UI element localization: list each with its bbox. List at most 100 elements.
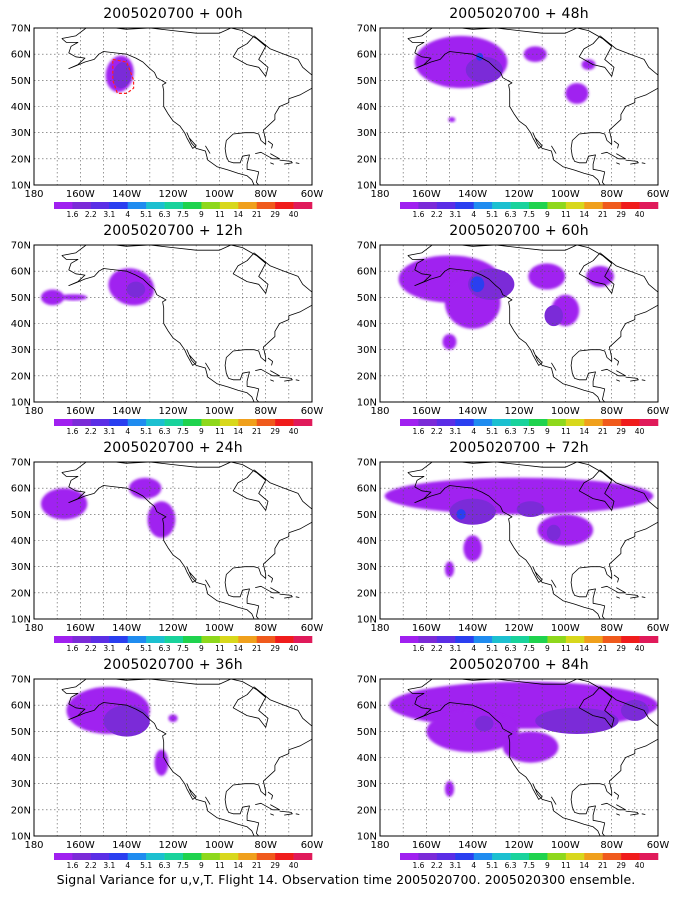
colorbar-swatch <box>256 419 276 426</box>
colorbar-label: 5.1 <box>140 427 152 435</box>
colorbar-swatch <box>529 419 548 426</box>
colorbar-swatch <box>602 419 622 426</box>
colorbar-swatch <box>492 853 511 860</box>
panel-title: 2005020700 + 36h <box>103 657 243 673</box>
lat-tick-label: 20N <box>357 805 377 816</box>
lat-tick-label: 50N <box>11 293 31 304</box>
colorbar-label: 9 <box>199 427 204 435</box>
colorbar-label: 11 <box>561 210 571 218</box>
lon-tick-label: 120W <box>159 406 188 417</box>
lon-tick-label: 160W <box>66 406 95 417</box>
colorbar-label: 4 <box>471 427 476 435</box>
lat-tick-label: 10N <box>357 181 377 192</box>
lon-tick-label: 140W <box>458 623 487 634</box>
colorbar-label: 14 <box>580 210 590 218</box>
colorbar-label: 5.1 <box>140 861 152 869</box>
colorbar-swatch <box>238 853 258 860</box>
colorbar-label: 2.2 <box>431 427 443 435</box>
colorbar-label: 3.1 <box>449 427 461 435</box>
colorbar: 1.6 2.2 3.1 4 5.1 6.3 7.5 9 11 14 21 29 40 <box>54 636 313 652</box>
lon-tick-label: 80W <box>600 840 623 851</box>
colorbar-label: 5.1 <box>140 210 152 218</box>
lon-tick-label: 80W <box>600 623 623 634</box>
variance-shading <box>154 749 169 776</box>
coastline <box>407 679 658 836</box>
colorbar-label: 1.6 <box>66 210 78 218</box>
lon-tick-label: 80W <box>254 406 277 417</box>
lon-tick-label: 100W <box>551 189 580 200</box>
colorbar-label: 1.6 <box>412 210 424 218</box>
colorbar-swatch <box>418 853 438 860</box>
lat-tick-label: 60N <box>357 484 377 495</box>
variance-shading <box>168 714 178 723</box>
colorbar-swatch <box>201 636 221 643</box>
lon-tick-label: 140W <box>458 189 487 200</box>
variance-shading <box>502 731 559 763</box>
lon-tick-label: 160W <box>66 189 95 200</box>
coastline <box>407 462 658 619</box>
colorbar-swatch <box>256 853 276 860</box>
colorbar-label: 29 <box>616 427 626 435</box>
colorbar-label: 2.2 <box>85 861 97 869</box>
lat-tick-label: 50N <box>357 727 377 738</box>
lat-tick-label: 10N <box>11 832 31 843</box>
colorbar-swatch <box>72 853 92 860</box>
lat-tick-label: 10N <box>11 181 31 192</box>
map-frame <box>33 27 313 186</box>
variance-shading <box>444 561 455 578</box>
lon-tick-label: 160W <box>412 623 441 634</box>
colorbar-swatch <box>455 853 475 860</box>
colorbar-swatch <box>54 636 73 643</box>
colorbar-label: 40 <box>635 644 645 652</box>
colorbar-swatch <box>473 853 493 860</box>
lon-tick-label: 120W <box>159 840 188 851</box>
colorbar-label: 14 <box>580 644 590 652</box>
map-frame <box>379 27 659 186</box>
panel-title: 2005020700 + 60h <box>449 223 589 239</box>
lon-tick-label: 180 <box>370 406 389 417</box>
lat-tick-label: 70N <box>11 24 31 35</box>
colorbar-swatch <box>602 636 622 643</box>
variance-shading <box>103 705 150 737</box>
colorbar-swatch <box>146 636 165 643</box>
lat-tick-label: 30N <box>11 562 31 573</box>
colorbar-swatch <box>621 419 640 426</box>
colorbar-swatch <box>219 853 239 860</box>
map-frame <box>379 678 659 837</box>
colorbar-label: 21 <box>252 427 262 435</box>
colorbar-label: 3.1 <box>103 427 115 435</box>
colorbar-swatch <box>621 636 640 643</box>
lat-tick-label: 10N <box>357 615 377 626</box>
colorbar-swatch <box>436 636 456 643</box>
colorbar-swatch <box>584 853 604 860</box>
colorbar-swatch <box>529 202 548 209</box>
colorbar-swatch <box>455 202 475 209</box>
lat-tick-label: 70N <box>357 675 377 686</box>
colorbar-swatch <box>565 636 585 643</box>
colorbar-label: 7.5 <box>177 861 189 869</box>
panel-title: 2005020700 + 24h <box>103 440 243 456</box>
colorbar-swatch <box>256 636 276 643</box>
lat-tick-label: 50N <box>357 510 377 521</box>
colorbar-label: 11 <box>561 427 571 435</box>
colorbar-swatch <box>639 419 659 426</box>
colorbar-swatch <box>293 202 313 209</box>
colorbar-label: 14 <box>580 427 590 435</box>
map-panel-p48: 2005020700 + 48h 70N 60N 50N 40N 30N 20N 10N 180… <box>346 0 692 218</box>
colorbar-swatch <box>529 636 548 643</box>
lon-tick-label: 80W <box>600 406 623 417</box>
colorbar-swatch <box>547 636 567 643</box>
colorbar-label: 5.1 <box>140 644 152 652</box>
colorbar-swatch <box>565 419 585 426</box>
colorbar-swatch <box>109 419 129 426</box>
colorbar-swatch <box>109 202 129 209</box>
lat-tick-label: 30N <box>11 345 31 356</box>
coastline <box>61 28 312 185</box>
colorbar-swatch <box>183 202 202 209</box>
colorbar-swatch <box>621 853 640 860</box>
colorbar-label: 7.5 <box>523 644 535 652</box>
lat-tick-label: 60N <box>357 267 377 278</box>
